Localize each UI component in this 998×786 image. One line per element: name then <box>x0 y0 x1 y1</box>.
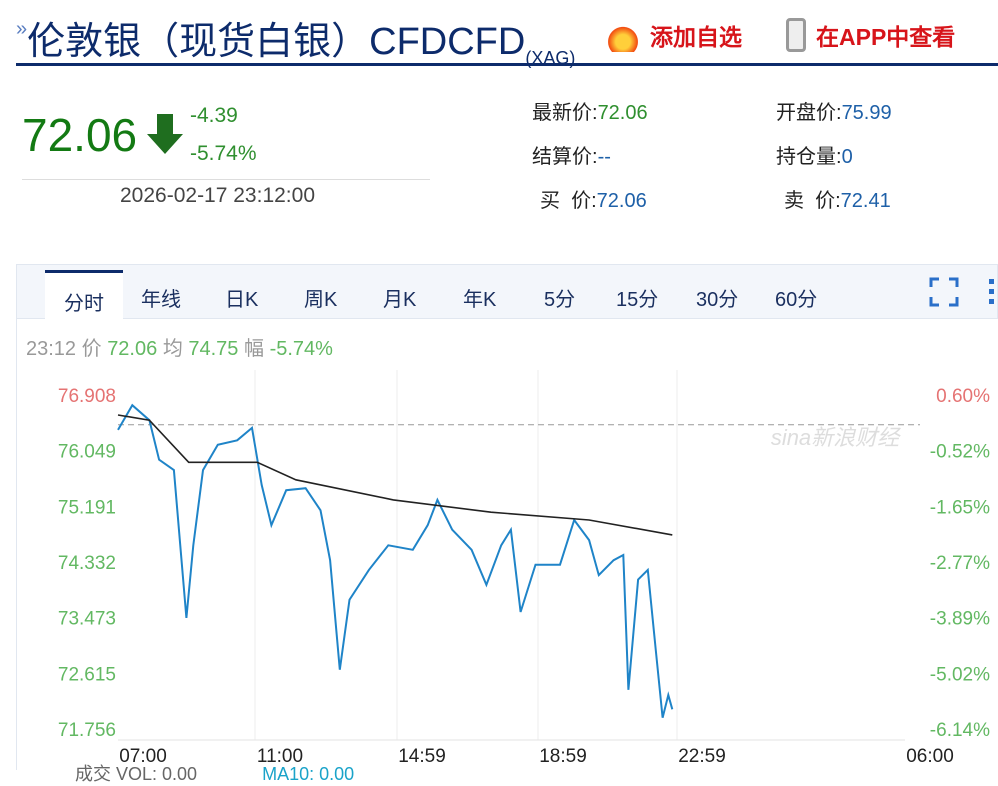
y-right-tick-label: -0.52% <box>930 442 990 463</box>
watermark: sina新浪财经 <box>771 425 901 450</box>
field-latest: 最新价:72.06 <box>532 102 648 124</box>
x-tick-label: 22:59 <box>678 746 726 767</box>
chart-area <box>16 319 998 770</box>
tab-30min[interactable]: 30分 <box>696 289 739 311</box>
x-tick-label: 11:00 <box>257 746 303 767</box>
phone-icon <box>786 18 806 52</box>
y-tick-label: 72.615 <box>58 664 116 685</box>
field-open: 开盘价:75.99 <box>776 102 892 124</box>
tab-daily-k[interactable]: 日K <box>225 289 259 311</box>
view-app-label: 在APP中查看 <box>816 24 956 50</box>
current-price: 72.06 <box>22 109 138 161</box>
y-right-tick-label: -1.65% <box>930 497 990 518</box>
x-tick-label: 07:00 <box>119 746 167 767</box>
y-right-tick-label: -3.89% <box>930 609 990 630</box>
down-arrow-icon <box>147 114 183 154</box>
y-tick-label: 73.473 <box>58 609 116 630</box>
tab-60min[interactable]: 60分 <box>775 289 818 311</box>
y-tick-label: 76.908 <box>58 386 116 407</box>
tab-yearly-k[interactable]: 年K <box>463 289 497 311</box>
price-line <box>117 403 674 718</box>
tab-year-line[interactable]: 年线 <box>141 289 181 311</box>
quote-time: 2026-02-17 23:12:00 <box>120 184 315 207</box>
title-text: 伦敦银（现货白银）CFD <box>27 21 448 63</box>
price-change: -4.39 <box>190 104 238 127</box>
page-title: »伦敦银（现货白银）CFDCFD(XAG) <box>16 18 576 68</box>
field-bid: 买 价:72.06 <box>540 190 647 212</box>
tab-15min[interactable]: 15分 <box>616 289 659 311</box>
tab-5min[interactable]: 5分 <box>544 289 576 311</box>
y-right-tick-label: 0.60% <box>936 386 990 407</box>
add-watch-button[interactable]: 添加自选 <box>606 18 742 52</box>
fire-icon <box>606 18 640 52</box>
y-tick-label: 74.332 <box>58 553 116 574</box>
header <box>16 0 998 66</box>
add-watch-label: 添加自选 <box>650 24 742 50</box>
divider <box>22 179 430 180</box>
field-settle: 结算价:-- <box>532 146 611 168</box>
tab-monthly-k[interactable]: 月K <box>383 289 417 311</box>
x-tick-label: 06:00 <box>906 746 954 767</box>
y-right-tick-label: -5.02% <box>930 664 990 685</box>
field-ask: 卖 价:72.41 <box>784 190 891 212</box>
crosshair-info: 23:12 价 72.06 均 74.75 幅 -5.74% <box>26 338 333 360</box>
average-line <box>117 414 673 536</box>
field-open-interest: 持仓量:0 <box>776 146 853 168</box>
y-tick-label: 75.191 <box>58 497 116 518</box>
price-change-pct: -5.74% <box>190 142 257 165</box>
y-right-tick-label: -6.14% <box>930 720 990 741</box>
double-chevron-icon: » <box>16 18 28 40</box>
symbol-code: (XAG) <box>525 48 576 68</box>
x-tick-label: 14:59 <box>398 746 446 767</box>
fullscreen-icon[interactable] <box>929 277 959 307</box>
chart-tabs: 分时 年线 日K 周K 月K 年K 5分 15分 30分 60分 <box>16 264 998 320</box>
tab-fenshi[interactable]: 分时 <box>45 270 123 320</box>
more-icon[interactable] <box>987 277 997 307</box>
tab-weekly-k[interactable]: 周K <box>304 289 338 311</box>
view-app-button[interactable]: 在APP中查看 <box>786 18 955 52</box>
volume-footer: 成交 VOL: 0.00 MA10: 0.00 <box>75 764 355 784</box>
x-tick-label: 18:59 <box>539 746 587 767</box>
y-tick-label: 76.049 <box>58 442 116 463</box>
price-chart[interactable]: 07:00 11:00 14:59 18:59 22:59 06:00 76.908 0.60… <box>0 0 998 770</box>
y-tick-label: 71.756 <box>58 720 116 741</box>
y-right-tick-label: -2.77% <box>930 553 990 574</box>
